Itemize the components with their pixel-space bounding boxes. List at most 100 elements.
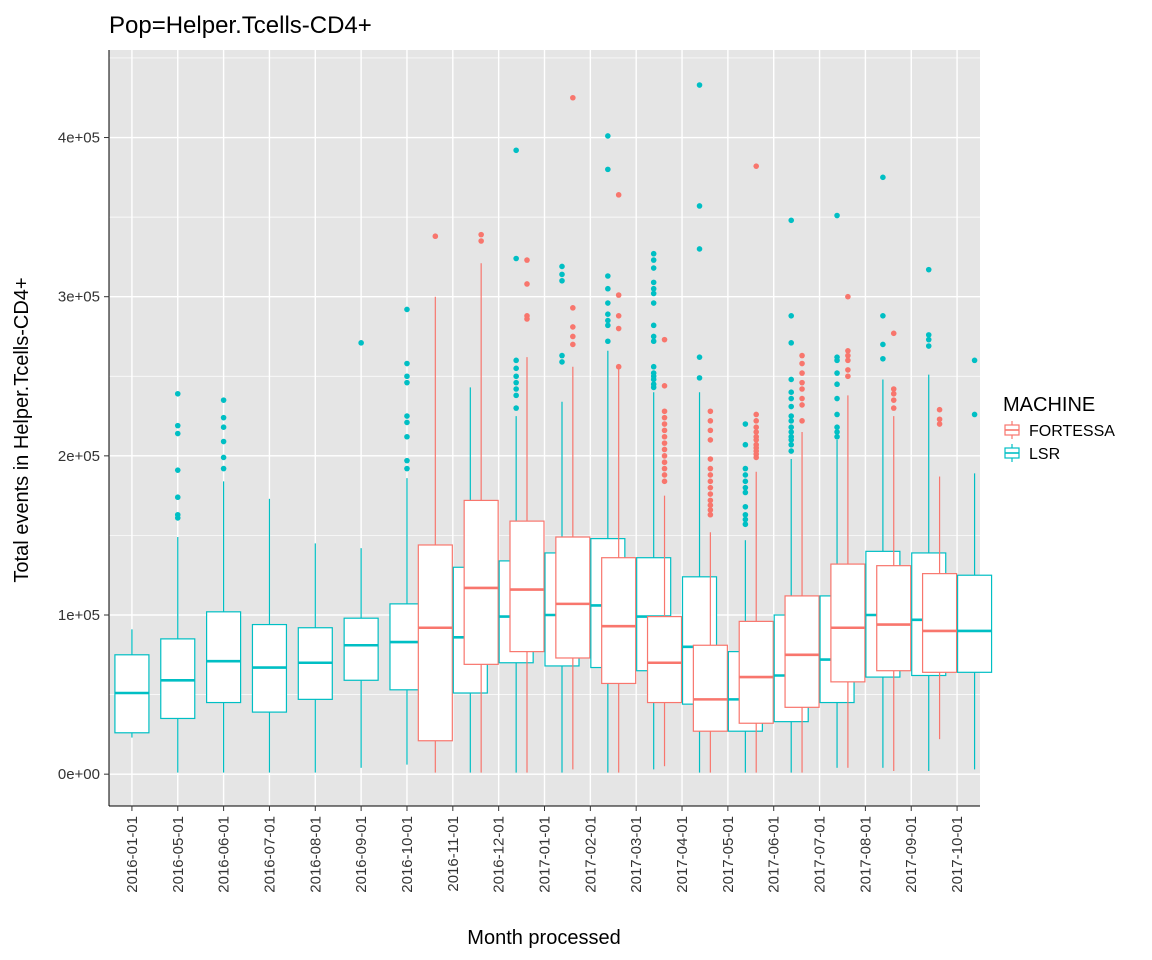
outlier-point xyxy=(834,395,840,402)
outlier-point xyxy=(788,437,795,443)
outlier-point xyxy=(661,446,668,453)
box-fortessa xyxy=(601,192,637,773)
outlier-point xyxy=(707,507,714,513)
outlier-point xyxy=(799,360,805,367)
outlier-point xyxy=(788,424,795,431)
outlier-point xyxy=(890,397,897,403)
box-iqr xyxy=(956,574,993,673)
outlier-point xyxy=(788,312,795,319)
outlier-point xyxy=(404,465,410,472)
outlier-point xyxy=(220,424,227,431)
outlier-point xyxy=(524,257,530,263)
outlier-point xyxy=(925,343,932,349)
x-axis-title: Month processed xyxy=(467,927,620,949)
box-layer xyxy=(114,82,993,773)
box-fortessa xyxy=(555,94,591,770)
outlier-point xyxy=(753,163,760,169)
box-iqr xyxy=(738,620,774,724)
outlier-point xyxy=(220,454,227,461)
box-lsr xyxy=(206,397,242,773)
outlier-point xyxy=(707,472,714,478)
box-iqr xyxy=(509,520,545,653)
outlier-point xyxy=(513,405,519,411)
outlier-point xyxy=(788,395,795,402)
outlier-point xyxy=(742,478,749,485)
outlier-point xyxy=(404,379,410,386)
outlier-point xyxy=(707,497,714,504)
chart-title: Pop=Helper.Tcells-CD4+ xyxy=(109,12,372,39)
outlier-point xyxy=(513,255,519,262)
outlier-point xyxy=(799,352,805,359)
outlier-point xyxy=(650,257,657,263)
x-tick-label: 2016-08-01 xyxy=(307,816,324,893)
box-fortessa xyxy=(921,406,958,740)
y-axis-title: Total events in Helper.Tcells-CD4+ xyxy=(11,277,33,582)
outlier-point xyxy=(788,389,795,395)
box-fortessa xyxy=(463,231,499,773)
outlier-point xyxy=(753,437,760,443)
outlier-point xyxy=(742,465,749,472)
outlier-point xyxy=(661,414,668,421)
x-tick-label: 2016-10-01 xyxy=(399,816,416,893)
x-tick-label: 2017-02-01 xyxy=(582,816,599,893)
outlier-point xyxy=(707,427,714,434)
outlier-point xyxy=(650,333,657,340)
outlier-point xyxy=(650,290,657,297)
outlier-point xyxy=(834,424,840,431)
outlier-point xyxy=(661,433,668,440)
y-tick-label: 1e+05 xyxy=(58,607,100,624)
outlier-point xyxy=(707,511,714,518)
outlier-point xyxy=(661,421,668,427)
y-tick-label: 3e+05 xyxy=(58,289,100,306)
outlier-point xyxy=(971,411,978,418)
outlier-point xyxy=(559,277,565,284)
x-tick-label: 2016-05-01 xyxy=(170,816,187,893)
outlier-point xyxy=(174,494,181,501)
box-fortessa xyxy=(692,408,728,773)
outlier-point xyxy=(799,379,805,386)
y-tick-label: 2e+05 xyxy=(58,448,100,465)
legend-label: LSR xyxy=(1029,446,1060,463)
axis-layer: 0e+00 1e+05 2e+05 3e+05 4e+05 2016-01-01 2016-… xyxy=(58,50,980,893)
outlier-point xyxy=(788,376,795,383)
outlier-point xyxy=(788,217,795,224)
outlier-point xyxy=(220,465,227,472)
outlier-point xyxy=(661,408,668,415)
outlier-point xyxy=(605,311,611,318)
outlier-point xyxy=(707,456,714,462)
outlier-point xyxy=(650,322,657,329)
y-tick-label: 4e+05 xyxy=(58,130,100,147)
x-tick-label: 2017-06-01 xyxy=(766,816,783,893)
outlier-point xyxy=(696,203,703,209)
box-lsr xyxy=(343,340,379,768)
outlier-point xyxy=(696,375,703,381)
outlier-point xyxy=(707,465,714,472)
outlier-point xyxy=(845,352,851,359)
outlier-point xyxy=(220,438,227,445)
box-iqr xyxy=(417,544,453,742)
outlier-point xyxy=(834,433,840,440)
outlier-point xyxy=(661,472,668,478)
outlier-point xyxy=(890,386,897,392)
outlier-point xyxy=(650,338,657,345)
box-iqr xyxy=(646,616,683,704)
y-tick-label: 0e+00 xyxy=(58,766,100,783)
outlier-point xyxy=(890,390,897,397)
box-iqr xyxy=(601,557,637,685)
box-iqr xyxy=(784,595,820,708)
outlier-point xyxy=(799,402,805,408)
box-lsr xyxy=(251,498,288,773)
outlier-point xyxy=(220,414,227,421)
outlier-point xyxy=(936,416,943,423)
outlier-point xyxy=(661,459,668,466)
outlier-point xyxy=(834,411,840,418)
outlier-point xyxy=(742,503,749,510)
outlier-point xyxy=(570,305,576,311)
outlier-point xyxy=(559,263,565,270)
outlier-point xyxy=(880,341,886,348)
legend: MACHINE FORTESSA LSR xyxy=(1003,394,1115,463)
outlier-point xyxy=(404,360,410,367)
outlier-point xyxy=(799,395,805,402)
legend-item-lsr: LSR xyxy=(1004,444,1060,463)
